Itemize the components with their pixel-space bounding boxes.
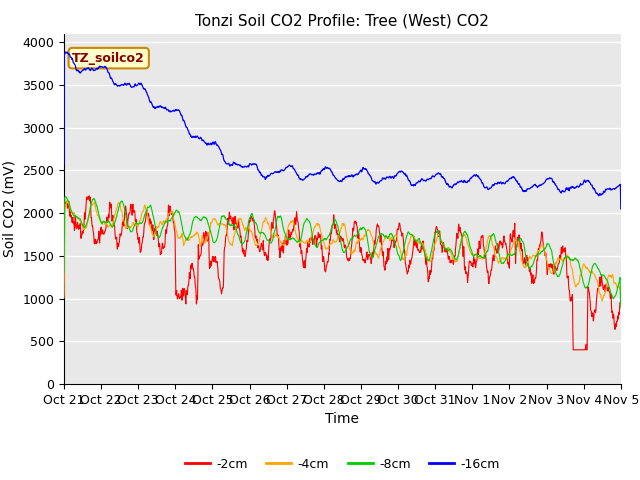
Y-axis label: Soil CO2 (mV): Soil CO2 (mV) [3,160,17,257]
Legend: -2cm, -4cm, -8cm, -16cm: -2cm, -4cm, -8cm, -16cm [180,453,505,476]
X-axis label: Time: Time [325,412,360,426]
Text: TZ_soilco2: TZ_soilco2 [72,52,145,65]
Title: Tonzi Soil CO2 Profile: Tree (West) CO2: Tonzi Soil CO2 Profile: Tree (West) CO2 [195,13,490,28]
